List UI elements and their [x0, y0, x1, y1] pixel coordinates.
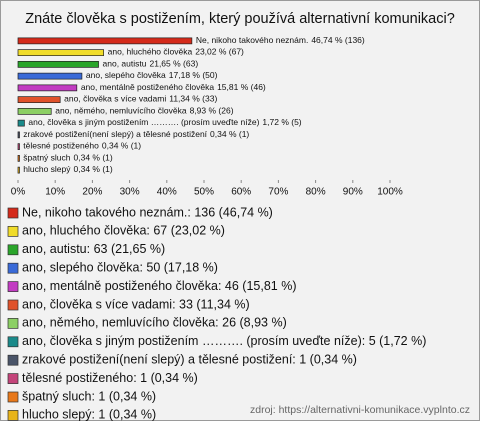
- legend-label: Ne, nikoho takového neznám.: 136 (46,74 …: [22, 205, 273, 219]
- data-label: ano, autistu 21,65 % (63): [103, 59, 199, 69]
- bar: [17, 143, 20, 150]
- legend-label: ano, člověka s více vadami: 33 (11,34 %): [22, 297, 250, 311]
- legend-label: tělesné postiženého: 1 (0,34 %): [22, 371, 198, 385]
- x-tick-label: 20%: [82, 187, 102, 198]
- data-label-category: ano, člověka s jiným postižením ………. (pr…: [28, 117, 259, 127]
- legend-swatch: [7, 244, 19, 256]
- x-tick-label: 0%: [11, 187, 26, 198]
- bar: [17, 61, 99, 68]
- data-label-category: ano, člověka s více vadami: [64, 94, 166, 104]
- x-tick-label: 30%: [120, 187, 140, 198]
- data-label: hlucho slepý 0,34 % (1): [23, 164, 113, 174]
- bar: [17, 37, 193, 45]
- legend-swatch: [7, 318, 19, 329]
- data-label: ano, člověka s jiným postižením ………. (pr…: [28, 117, 301, 127]
- data-label-category: ano, hluchého člověka: [108, 47, 193, 57]
- x-tick-label: 100%: [377, 187, 403, 198]
- legend-label: hlucho slepý: 1 (0,34 %): [22, 408, 156, 421]
- chart-title: Znáte člověka s postižením, který použív…: [25, 11, 455, 27]
- x-tick-label: 10%: [45, 187, 65, 198]
- legend-label: ano, autistu: 63 (21,65 %): [22, 242, 165, 256]
- x-tick-label: 80%: [306, 187, 326, 198]
- legend-label: zrakové postižení(není slepý) a tělesné …: [22, 352, 357, 366]
- data-label-value: 0,34 % (1): [210, 129, 249, 139]
- bar: [17, 96, 61, 103]
- data-label-value: 17,18 % (50): [169, 70, 218, 80]
- data-label: ano, hluchého člověka 23,02 % (67): [108, 47, 244, 57]
- legend-label: ano, slepého člověka: 50 (17,18 %): [22, 260, 218, 274]
- data-label: ano, němého, nemluvícího člověka 8,93 % (…: [55, 106, 233, 116]
- data-label-value: 0,34 % (1): [74, 164, 113, 174]
- data-label-value: 11,34 % (33): [169, 94, 217, 104]
- data-label-value: 23,02 % (67): [195, 47, 244, 57]
- legend-swatch: [7, 207, 19, 219]
- bar: [17, 119, 25, 127]
- data-label-value: 1,72 % (5): [262, 117, 301, 127]
- data-label-value: 0,34 % (1): [74, 153, 113, 163]
- bar: [17, 72, 83, 80]
- data-label-category: tělesné postiženého: [23, 141, 99, 151]
- data-label-category: ano, mentálně postiženého člověka: [81, 82, 215, 92]
- x-tick-label: 90%: [343, 187, 363, 198]
- x-tick-label: 50%: [194, 187, 214, 198]
- data-label-category: špatný sluch: [23, 153, 71, 163]
- legend-swatch: [7, 281, 19, 292]
- source: zdroj: https://alternativni-komunikace.v…: [250, 404, 470, 416]
- data-label-value: 46,74 % (136): [311, 35, 365, 45]
- legend-label: ano, hluchého člověka: 67 (23,02 %): [22, 224, 225, 238]
- data-label: tělesné postiženého 0,34 % (1): [23, 141, 141, 151]
- legend-swatch: [7, 226, 19, 237]
- bar: [17, 131, 20, 139]
- bar: [17, 49, 104, 56]
- data-label-category: ano, slepého člověka: [86, 70, 166, 80]
- data-label-category: hlucho slepý: [23, 164, 71, 174]
- legend-swatch: [7, 354, 19, 366]
- legend-swatch: [7, 262, 19, 274]
- x-tick-label: 70%: [268, 187, 288, 198]
- legend-label: ano, člověka s jiným postižením ………. (pr…: [22, 334, 426, 348]
- data-label: ano, slepého člověka 17,18 % (50): [86, 70, 218, 80]
- data-label: ano, mentálně postiženého člověka 15,81 %…: [81, 82, 266, 92]
- legend-swatch: [7, 299, 19, 311]
- data-label-category: Ne, nikoho takového neznám.: [196, 35, 308, 45]
- bar: [17, 108, 52, 115]
- data-label: zrakové postižení(není slepý) a tělesné …: [23, 129, 249, 139]
- data-label-value: 21,65 % (63): [149, 59, 198, 69]
- legend-swatch: [7, 410, 19, 421]
- data-label: ano, člověka s více vadami 11,34 % (33): [64, 94, 217, 104]
- legend-swatch: [7, 336, 19, 348]
- data-label-category: zrakové postižení(není slepý) a tělesné …: [23, 129, 207, 139]
- data-label-value: 0,34 % (1): [102, 141, 141, 151]
- legend-swatch: [7, 391, 19, 403]
- legend-label: ano, němého, nemluvícího člověka: 26 (8,…: [22, 316, 287, 330]
- bar: [17, 84, 78, 92]
- data-label-category: ano, autistu: [103, 59, 147, 69]
- data-label: Ne, nikoho takového neznám. 46,74 % (136): [196, 35, 365, 45]
- data-label: špatný sluch 0,34 % (1): [23, 153, 113, 163]
- bar: [17, 166, 20, 174]
- bar: [17, 155, 20, 162]
- data-label-category: ano, němého, nemluvícího člověka: [55, 106, 187, 116]
- x-tick-label: 40%: [157, 187, 177, 198]
- legend-swatch: [7, 373, 19, 384]
- data-label-value: 8,93 % (26): [190, 106, 234, 116]
- legend-label: ano, mentálně postiženého člověka: 46 (1…: [22, 279, 296, 293]
- legend-label: špatný sluch: 1 (0,34 %): [22, 389, 156, 403]
- data-label-value: 15,81 % (46): [217, 82, 266, 92]
- x-tick-label: 60%: [231, 187, 251, 198]
